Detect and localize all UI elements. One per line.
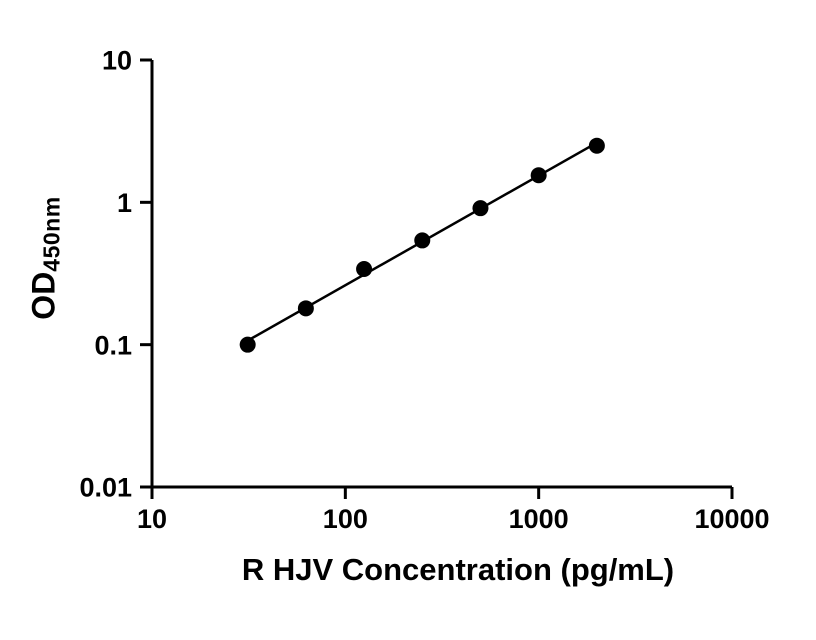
data-point <box>414 232 431 249</box>
data-point <box>588 137 605 154</box>
y-tick-label: 0.01 <box>79 473 132 503</box>
data-point <box>239 336 256 353</box>
y-tick-label: 10 <box>102 46 132 76</box>
y-tick-label: 0.1 <box>94 330 132 360</box>
y-tick-label: 1 <box>117 188 132 218</box>
x-tick-label: 1000 <box>509 504 569 534</box>
data-point <box>297 300 314 317</box>
x-tick-label: 100 <box>323 504 368 534</box>
y-axis-title-main: OD <box>25 271 62 320</box>
data-point <box>472 200 489 217</box>
x-axis-title: R HJV Concentration (pg/mL) <box>241 552 675 587</box>
data-point <box>530 167 547 184</box>
y-axis-title: OD450nm <box>25 196 65 320</box>
x-tick-label: 10 <box>137 504 167 534</box>
data-point <box>356 261 373 278</box>
x-tick-label: 10000 <box>694 504 769 534</box>
y-axis-title-subscript: 450nm <box>38 196 65 272</box>
